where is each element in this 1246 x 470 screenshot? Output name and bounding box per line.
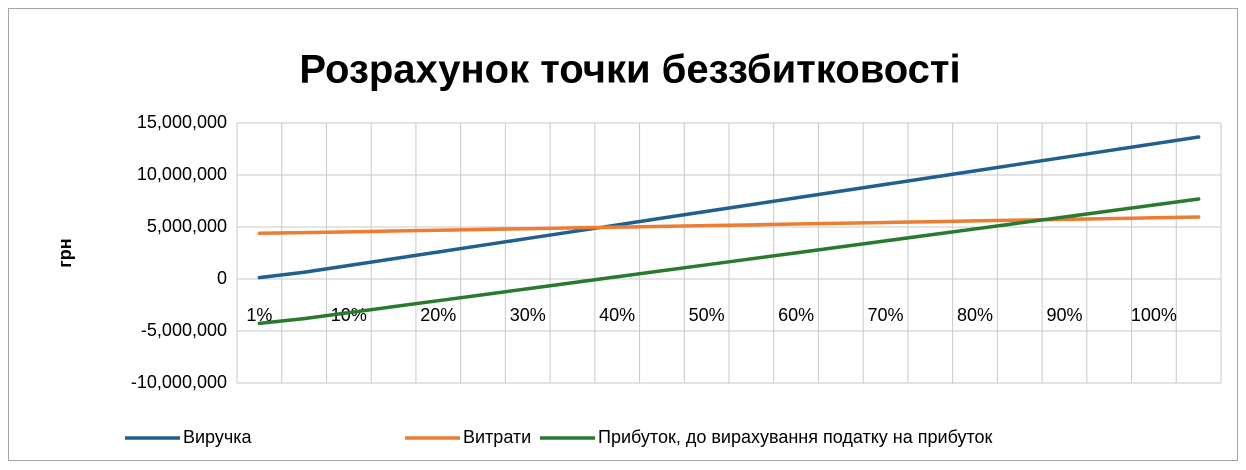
x-tick-label: 30% — [510, 305, 546, 325]
legend-label: Прибуток, до вирахування податку на приб… — [598, 427, 993, 447]
x-tick-label: 1% — [246, 305, 272, 325]
legend-label: Виручка — [183, 427, 253, 447]
y-tick-label: -5,000,000 — [141, 320, 227, 340]
chart-title: Розрахунок точки беззбитковості — [299, 48, 960, 92]
x-tick-label: 40% — [599, 305, 635, 325]
y-axis-title: грн — [55, 238, 75, 267]
series-line — [257, 197, 1201, 326]
y-tick-label: 10,000,000 — [137, 164, 227, 184]
legend-label: Витрати — [463, 427, 531, 447]
y-tick-label: 15,000,000 — [137, 112, 227, 132]
x-tick-label: 60% — [778, 305, 814, 325]
y-tick-label: 0 — [217, 268, 227, 288]
series-line — [257, 135, 1201, 280]
chart-frame — [8, 8, 1238, 461]
x-tick-label: 80% — [957, 305, 993, 325]
x-tick-label: 90% — [1046, 305, 1082, 325]
x-tick-label: 50% — [689, 305, 725, 325]
x-tick-label: 70% — [868, 305, 904, 325]
y-tick-label: -10,000,000 — [131, 372, 227, 392]
x-tick-label: 100% — [1131, 305, 1177, 325]
y-tick-label: 5,000,000 — [147, 216, 227, 236]
x-tick-label: 20% — [420, 305, 456, 325]
